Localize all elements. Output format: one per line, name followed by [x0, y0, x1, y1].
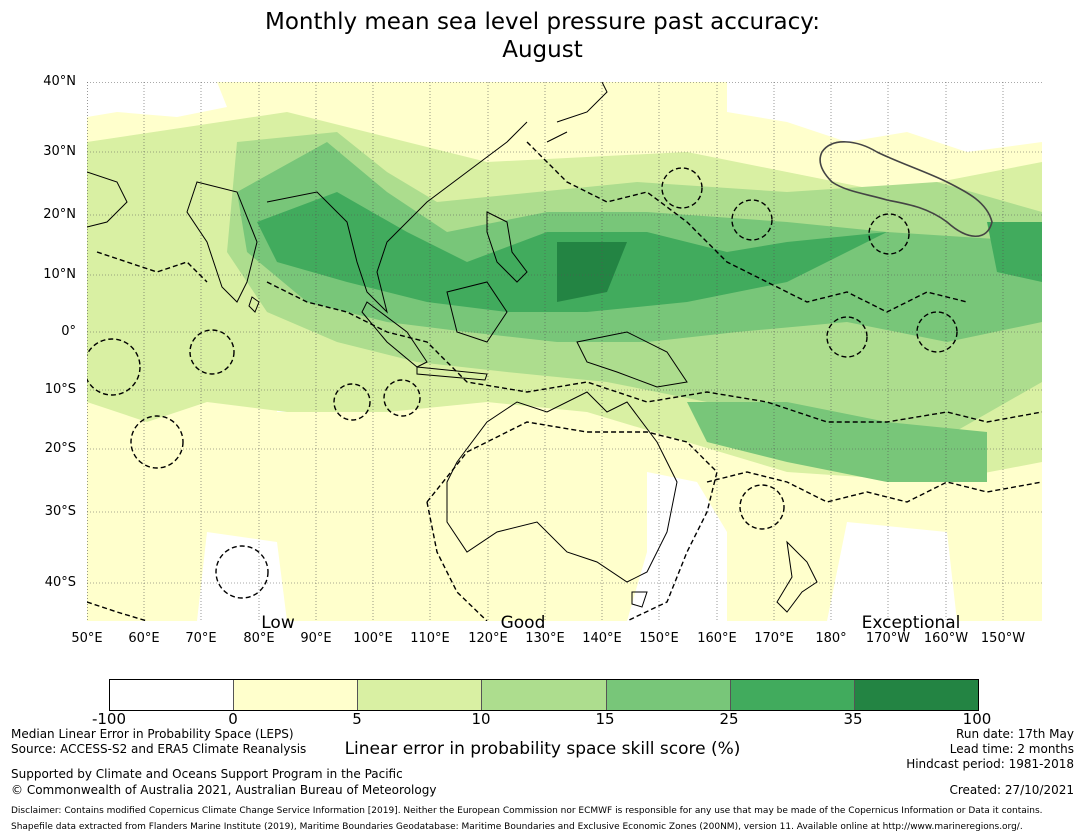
new-guinea-coast [576, 331, 688, 388]
lon-label-170e: 170°E [754, 631, 794, 646]
colorbar-tick: 35 [843, 710, 863, 728]
lat-label-0: 0° [61, 324, 76, 339]
category-good: Good [500, 613, 546, 633]
lat-label-10s: 10°S [44, 382, 76, 397]
skill-band-25-35-east [987, 222, 1042, 282]
lon-label-120e: 120°E [468, 631, 508, 646]
colorbar-tick: 15 [595, 710, 615, 728]
lat-label-20n: 20°N [43, 207, 76, 222]
colorbar-segment-7 [854, 680, 978, 710]
low-skill-area-north [727, 82, 1042, 152]
skill-band-15-25-south [687, 402, 987, 482]
colorbar [109, 679, 979, 711]
footer-created: Created: 27/10/2021 [949, 783, 1074, 797]
skill-map-canvas [87, 82, 1042, 621]
lon-label-90e: 90°E [300, 631, 332, 646]
skill-map [87, 82, 1042, 621]
lon-label-60e: 60°E [128, 631, 160, 646]
lon-label-150w: 150°W [980, 631, 1026, 646]
coastlines [87, 82, 818, 613]
lat-label-30n: 30°N [43, 144, 76, 159]
colorbar-tick: 100 [962, 710, 992, 728]
sri-lanka-coast [248, 296, 260, 313]
footer-shapefile: Shapefile data extracted from Flanders M… [11, 822, 1023, 832]
low-skill-area-tasman [627, 472, 727, 621]
australia-coast [446, 391, 678, 583]
colorbar-tick: 0 [228, 710, 238, 728]
lon-label-170w: 170°W [865, 631, 911, 646]
footer-hindcast: Hindcast period: 1981-2018 [906, 757, 1074, 771]
eez-boundaries [87, 141, 1042, 621]
footer-run-date: Run date: 17th May [956, 727, 1074, 741]
colorbar-segment-2 [234, 680, 359, 710]
footer-disclaimer: Disclaimer: Contains modified Copernicus… [11, 806, 1043, 816]
lon-label-180: 180° [815, 631, 847, 646]
lon-label-150e: 150°E [639, 631, 679, 646]
footer-lead-time: Lead time: 2 months [949, 742, 1074, 756]
low-skill-area-southeast [827, 522, 957, 621]
japan-coast [546, 82, 608, 143]
lon-label-50e: 50°E [71, 631, 103, 646]
low-skill-area-southern-ocean [197, 532, 287, 621]
title-line-1: Monthly mean sea level pressure past acc… [265, 9, 820, 35]
se-asia-coast [266, 121, 528, 314]
arabia-coast [87, 171, 128, 228]
colorbar-segment-1 [110, 680, 235, 710]
lat-label-40n: 40°N [43, 74, 76, 89]
footer-support: Supported by Climate and Oceans Support … [11, 767, 403, 781]
lon-label-70e: 70°E [185, 631, 217, 646]
footer-leps: Median Linear Error in Probability Space… [11, 727, 294, 741]
lat-label-20s: 20°S [44, 441, 76, 456]
hawaii-eez-outline [819, 141, 993, 237]
lon-label-110e: 110°E [410, 631, 450, 646]
lon-label-160w: 160°W [923, 631, 969, 646]
colorbar-segment-4 [482, 680, 607, 710]
new-zealand-coast [776, 540, 818, 613]
category-low: Low [261, 613, 295, 633]
lat-label-10n: 10°N [43, 267, 76, 282]
borneo-coast [446, 281, 508, 343]
java-coast [416, 366, 488, 381]
colorbar-segment-5 [606, 680, 731, 710]
lon-label-100e: 100°E [353, 631, 393, 646]
colorbar-tick: 5 [352, 710, 362, 728]
lon-label-80e: 80°E [243, 631, 275, 646]
lat-label-30s: 30°S [44, 504, 76, 519]
footer-copyright: © Commonwealth of Australia 2021, Austra… [11, 783, 437, 797]
tasmania-coast [631, 591, 648, 608]
category-exceptional: Exceptional [861, 613, 961, 633]
footer-source: Source: ACCESS-S2 and ERA5 Climate Reana… [11, 742, 307, 756]
colorbar-tick: -100 [91, 710, 127, 728]
lon-label-130e: 130°E [525, 631, 565, 646]
lat-label-40s: 40°S [44, 575, 76, 590]
low-skill-area-northwest [87, 82, 227, 117]
gridlines [87, 82, 1042, 621]
colorbar-segment-6 [730, 680, 855, 710]
colorbar-label: Linear error in probability space skill … [344, 739, 741, 759]
map-title: Monthly mean sea level pressure past acc… [0, 8, 1085, 64]
colorbar-tick: 25 [719, 710, 739, 728]
title-line-2: August [502, 37, 583, 63]
colorbar-tick: 10 [471, 710, 491, 728]
colorbar-segment-3 [358, 680, 483, 710]
skill-band-35-100 [557, 242, 627, 302]
philippines-coast [486, 211, 528, 283]
lon-label-160e: 160°E [697, 631, 737, 646]
lon-label-140e: 140°E [582, 631, 622, 646]
india-coast [186, 181, 258, 303]
